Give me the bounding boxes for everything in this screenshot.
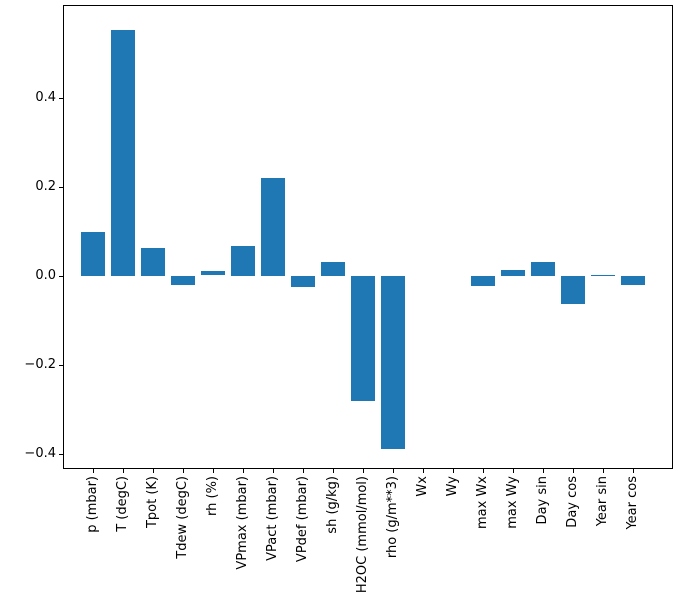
plot-area: [63, 5, 673, 469]
y-tick-mark: [59, 454, 63, 455]
y-tick-mark: [59, 365, 63, 366]
x-tick-label-rh: rh (%): [205, 476, 220, 516]
y-tick-mark: [59, 187, 63, 188]
x-tick-mark: [303, 469, 304, 473]
bar-max-wy: [501, 269, 526, 276]
x-tick-mark: [543, 469, 544, 473]
y-tick-label: 0.0: [35, 268, 56, 283]
x-tick-mark: [273, 469, 274, 473]
bar-h2oc-mmol-mol: [351, 275, 376, 401]
x-tick-mark: [213, 469, 214, 473]
y-tick-label: 0.4: [35, 90, 56, 105]
bar-vpmax-mbar: [231, 245, 256, 276]
y-tick-label: −0.2: [24, 357, 56, 372]
x-tick-mark: [333, 469, 334, 473]
x-tick-label-tpot-k: Tpot (K): [145, 476, 160, 529]
x-tick-label-tdew-degc: Tdew (degC): [175, 476, 190, 559]
y-tick-mark: [59, 98, 63, 99]
x-tick-label-vpact-mbar: VPact (mbar): [265, 476, 280, 561]
x-tick-label-wx: Wx: [415, 476, 430, 497]
bar-year-sin: [591, 275, 616, 277]
x-tick-mark: [393, 469, 394, 473]
y-tick-label: 0.2: [35, 179, 56, 194]
x-tick-mark: [183, 469, 184, 473]
bar-year-cos: [621, 275, 646, 285]
x-tick-label-year-sin: Year sin: [595, 476, 610, 527]
y-tick-label: −0.4: [24, 446, 56, 461]
x-tick-label-day-sin: Day sin: [535, 476, 550, 525]
x-tick-label-vpdef-mbar: VPdef (mbar): [295, 476, 310, 563]
x-tick-mark: [453, 469, 454, 473]
x-tick-mark: [423, 469, 424, 473]
x-tick-label-max-wy: max Wy: [505, 476, 520, 529]
x-tick-mark: [573, 469, 574, 473]
x-tick-label-rho-g-m-3: rho (g/m**3): [385, 476, 400, 559]
x-tick-label-h2oc-mmol-mol: H2OC (mmol/mol): [355, 476, 370, 594]
bar-sh-g-kg: [321, 261, 346, 276]
x-tick-label-max-wx: max Wx: [475, 476, 490, 530]
x-tick-mark: [363, 469, 364, 473]
bar-tpot-k: [141, 247, 166, 276]
bar-day-cos: [561, 275, 586, 304]
bar-p-mbar: [81, 232, 106, 277]
x-tick-label-wy: Wy: [445, 476, 460, 497]
bar-vpact-mbar: [261, 177, 286, 276]
x-tick-mark: [513, 469, 514, 473]
bar-vpdef-mbar: [291, 275, 316, 287]
x-tick-mark: [603, 469, 604, 473]
bar-rh: [201, 271, 226, 276]
x-tick-label-day-cos: Day cos: [565, 476, 580, 528]
x-tick-mark: [153, 469, 154, 473]
x-tick-mark: [93, 469, 94, 473]
bar-rho-g-m-3: [381, 275, 406, 449]
bar-max-wx: [471, 275, 496, 286]
bar-t-degc: [111, 29, 136, 276]
x-tick-label-t-degc: T (degC): [115, 476, 130, 532]
x-tick-label-sh-g-kg: sh (g/kg): [325, 476, 340, 534]
x-tick-mark: [243, 469, 244, 473]
x-tick-label-year-cos: Year cos: [625, 476, 640, 530]
x-tick-label-p-mbar: p (mbar): [85, 476, 100, 533]
y-tick-mark: [59, 276, 63, 277]
x-tick-mark: [123, 469, 124, 473]
bar-tdew-degc: [171, 275, 196, 285]
x-tick-mark: [633, 469, 634, 473]
x-tick-mark: [483, 469, 484, 473]
bar-day-sin: [531, 261, 556, 276]
x-tick-label-vpmax-mbar: VPmax (mbar): [235, 476, 250, 570]
